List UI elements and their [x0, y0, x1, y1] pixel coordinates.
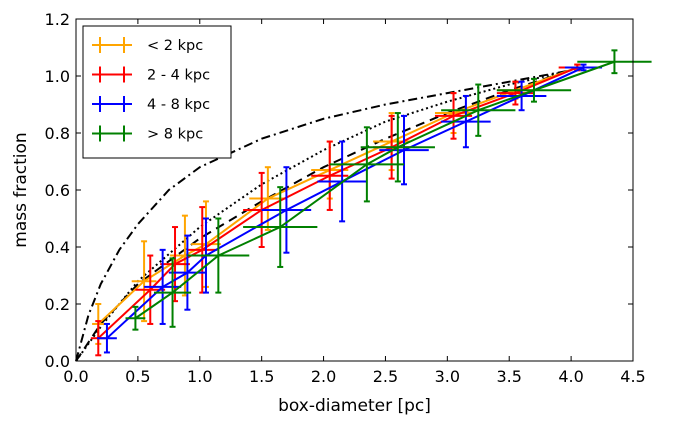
data-point	[97, 322, 117, 354]
data-point	[577, 49, 652, 75]
series-3	[125, 49, 652, 331]
legend-entry: 4 - 8 kpc	[92, 96, 210, 113]
x-tick-label: 3.0	[435, 367, 460, 386]
data-point	[125, 305, 146, 331]
x-tick-label: 2.5	[373, 367, 398, 386]
x-tick-label: 1.0	[187, 367, 212, 386]
axis-ticks: 0.0 0.5 1.0 1.5 2.0 2.5 3.0 3.5 4.0 4.5 0.0 0.2 0.4 0…	[45, 10, 646, 386]
legend-label: 4 - 8 kpc	[147, 97, 210, 113]
legend-entry: < 2 kpc	[92, 37, 203, 54]
data-point	[168, 234, 206, 311]
legend-label: > 8 kpc	[147, 127, 203, 143]
data-point	[144, 248, 182, 325]
legend: < 2 kpc 2 - 4 kpc 4 - 8 kpc > 8 kpc	[82, 25, 232, 159]
data-point	[329, 126, 405, 203]
data-point	[441, 83, 516, 137]
y-tick-label: 0.2	[45, 295, 70, 314]
x-axis-label: box-diameter [pc]	[278, 396, 431, 416]
legend-label: 2 - 4 kpc	[147, 68, 210, 84]
y-axis-label: mass fraction	[11, 132, 31, 247]
data-point	[496, 80, 547, 112]
x-tick-label: 4.0	[558, 367, 583, 386]
data-point	[153, 257, 192, 328]
x-tick-label: 4.5	[620, 367, 645, 386]
data-point	[379, 114, 429, 186]
data-point	[131, 240, 157, 323]
x-tick-label: 2.0	[311, 367, 336, 386]
x-tick-label: 0.5	[125, 367, 150, 386]
legend-box	[82, 25, 232, 159]
y-tick-label: 0.4	[45, 238, 70, 257]
data-point	[187, 206, 218, 294]
y-tick-label: 0.0	[45, 352, 70, 371]
data-point	[360, 112, 435, 183]
x-tick-label: 1.5	[249, 367, 274, 386]
data-point	[441, 94, 491, 149]
data-point	[243, 186, 318, 268]
x-tick-label: 0.0	[63, 367, 88, 386]
y-tick-label: 0.6	[45, 181, 70, 200]
data-point	[187, 217, 250, 294]
data-point	[496, 77, 572, 103]
data-series	[90, 49, 652, 357]
x-tick-label: 3.5	[496, 367, 521, 386]
series-line	[97, 66, 578, 325]
y-tick-label: 1.2	[45, 10, 70, 29]
legend-entry: 2 - 4 kpc	[92, 66, 210, 84]
y-tick-label: 1.0	[45, 67, 70, 86]
legend-entry: > 8 kpc	[92, 125, 203, 143]
legend-label: < 2 kpc	[147, 38, 203, 54]
y-tick-label: 0.8	[45, 124, 70, 143]
series-line	[106, 66, 584, 339]
reference-curve-dashdot	[75, 69, 572, 362]
